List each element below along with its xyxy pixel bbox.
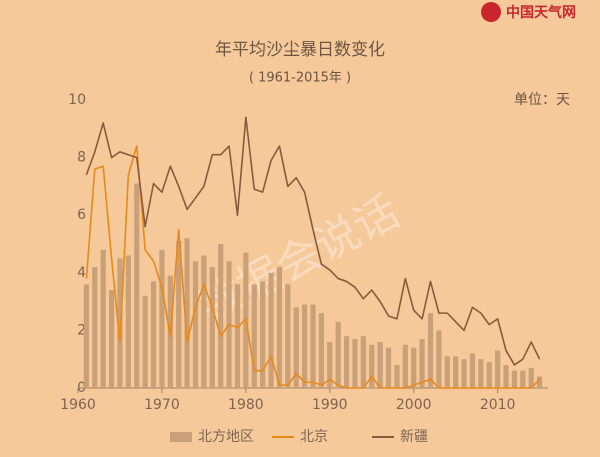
bar — [360, 336, 366, 388]
unit-label: 单位：天 — [514, 92, 570, 108]
bar — [377, 341, 383, 388]
bar — [218, 244, 224, 388]
bar — [495, 350, 501, 388]
line — [85, 145, 541, 389]
y-tick-label: 4 — [77, 265, 86, 281]
x-tick-label: 2010 — [480, 397, 516, 413]
x-tick-label: 1970 — [144, 397, 180, 413]
bar — [419, 339, 425, 388]
bar — [150, 281, 157, 388]
bar — [285, 284, 291, 388]
bar — [268, 272, 274, 388]
bar — [134, 183, 140, 388]
bar — [192, 261, 199, 388]
bar — [369, 344, 375, 388]
bar — [184, 238, 190, 388]
bar — [327, 341, 333, 388]
bar — [343, 336, 350, 388]
line — [85, 116, 541, 366]
bar — [201, 255, 207, 388]
bar — [528, 367, 534, 388]
chart-title: 年平均沙尘暴日数变化 — [215, 40, 385, 60]
x-tick-label: 1990 — [312, 397, 348, 413]
x-tick-label: 2000 — [396, 397, 432, 413]
bar — [176, 241, 182, 388]
bar — [436, 330, 442, 388]
bar — [511, 370, 518, 388]
legend-label: 北方地区 — [198, 429, 254, 445]
legend-swatch — [170, 432, 192, 442]
x-tick-label: 1980 — [228, 397, 264, 413]
bar — [234, 284, 241, 388]
y-tick-label: 2 — [77, 322, 86, 338]
bar — [92, 267, 98, 388]
bar — [318, 313, 324, 388]
bar — [302, 304, 308, 388]
bar — [427, 313, 434, 388]
bar — [394, 364, 400, 388]
bar — [310, 304, 316, 388]
bar — [453, 356, 459, 388]
bar — [503, 364, 509, 388]
bar — [276, 267, 283, 388]
y-tick-label: 8 — [77, 150, 86, 166]
legend-label: 新疆 — [400, 429, 428, 445]
bar — [461, 359, 467, 388]
bar — [293, 307, 299, 388]
bar — [125, 255, 131, 388]
y-tick-label: 6 — [77, 207, 86, 223]
bar — [486, 362, 492, 388]
bar — [520, 370, 526, 388]
brand: 中国天气网 — [506, 4, 576, 21]
bar — [537, 376, 543, 388]
bar — [83, 284, 89, 388]
bar — [478, 359, 484, 388]
bar — [469, 353, 476, 388]
bar — [402, 344, 408, 388]
bar — [385, 347, 392, 388]
legend-label: 北京 — [300, 429, 328, 445]
logo-icon — [481, 2, 501, 22]
x-tick-label: 1960 — [60, 397, 96, 413]
bar — [142, 295, 148, 388]
bar — [251, 284, 257, 388]
bar — [444, 356, 450, 388]
chart-subtitle: ( 1961-2015年 ) — [249, 71, 351, 86]
bar — [335, 321, 341, 388]
bar — [100, 249, 106, 388]
bar — [260, 281, 266, 388]
bar — [117, 258, 123, 388]
bar — [159, 249, 165, 388]
bar — [352, 339, 358, 388]
bar — [411, 347, 417, 388]
bar — [209, 267, 215, 388]
bar — [108, 290, 115, 388]
y-tick-label: 10 — [68, 92, 86, 108]
